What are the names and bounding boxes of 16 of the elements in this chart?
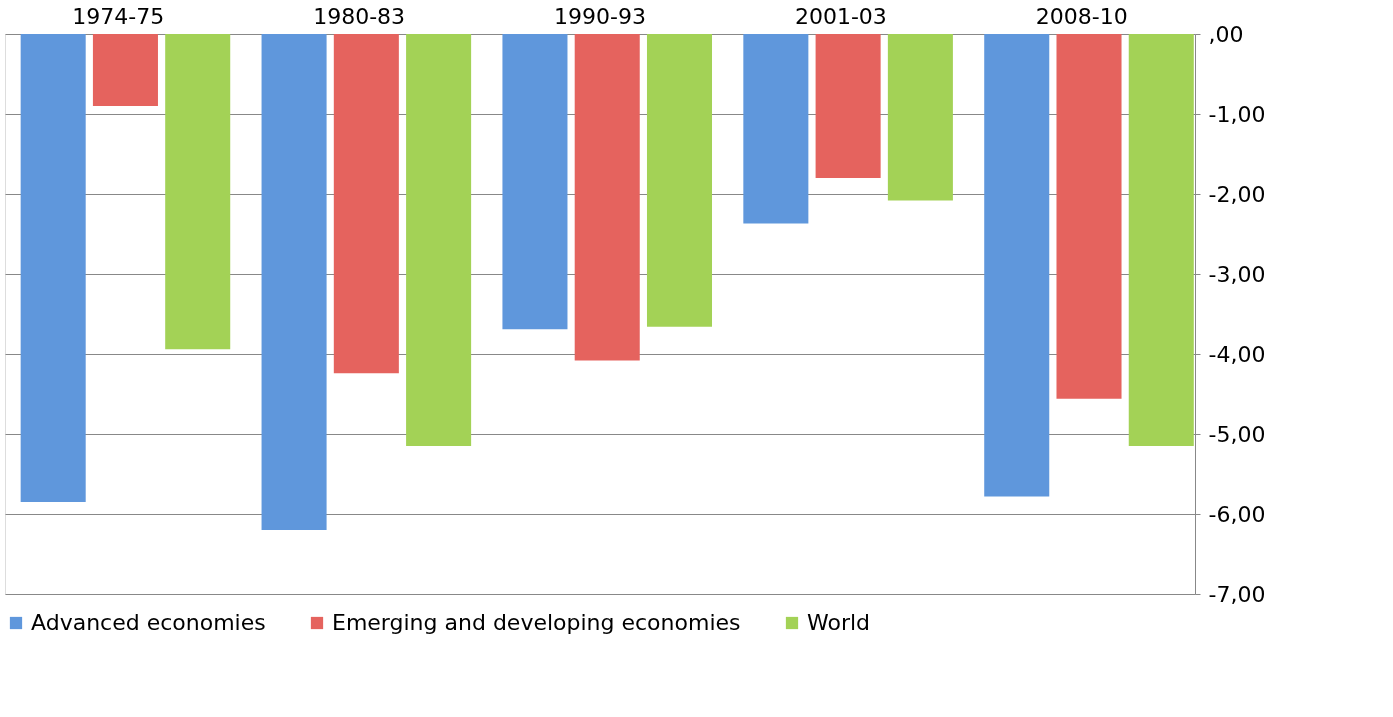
x-tick-label: 1980-83 bbox=[313, 3, 406, 29]
y-tick-label: -4,00 bbox=[1208, 341, 1266, 367]
y-tick-label: -7,00 bbox=[1208, 581, 1266, 607]
x-tick-label: 1974-75 bbox=[72, 3, 165, 29]
legend-label: World bbox=[807, 610, 871, 635]
y-tick-label: -1,00 bbox=[1208, 101, 1266, 127]
x-tick-label: 2008-10 bbox=[1035, 3, 1128, 29]
legend-label: Advanced economies bbox=[31, 610, 266, 635]
y-tick-label: -3,00 bbox=[1208, 261, 1266, 287]
y-tick-label: -5,00 bbox=[1208, 421, 1266, 447]
y-tick-label: ,00 bbox=[1208, 21, 1244, 47]
legend-label: Emerging and developing economies bbox=[332, 610, 741, 635]
y-tick-label: -2,00 bbox=[1208, 181, 1266, 207]
x-tick-label: 2001-03 bbox=[794, 3, 887, 29]
y-tick-label: -6,00 bbox=[1208, 501, 1266, 527]
x-tick-label: 1990-93 bbox=[554, 3, 646, 29]
